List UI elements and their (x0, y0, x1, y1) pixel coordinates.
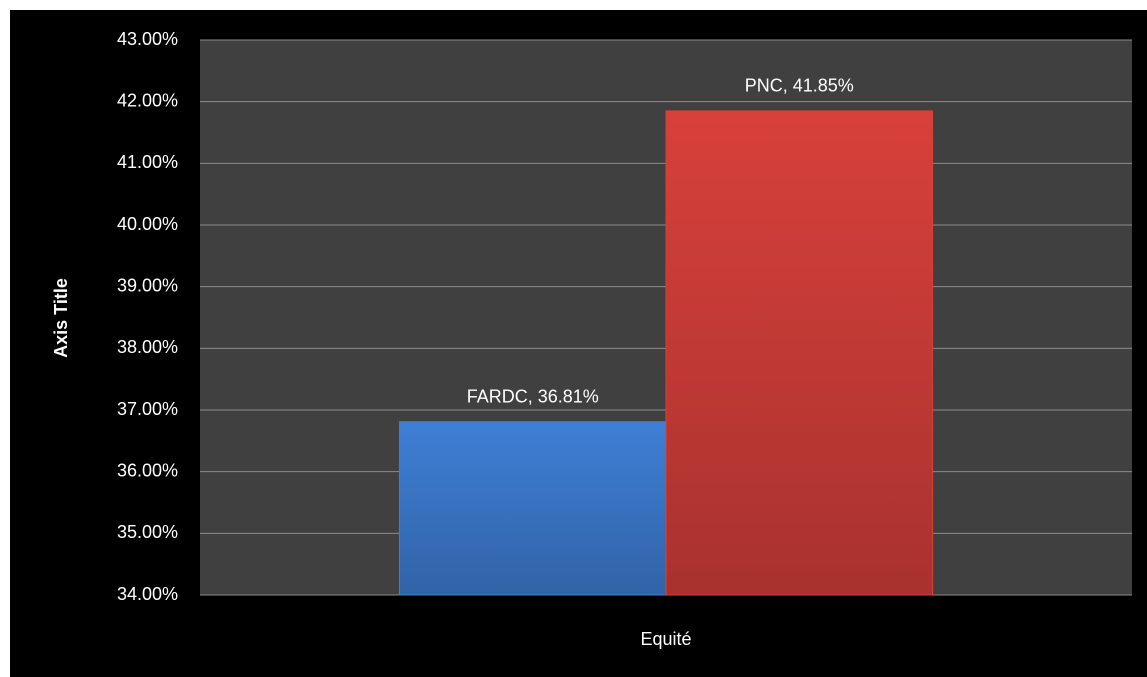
y-tick-label: 37.00% (117, 399, 178, 419)
bar (398, 421, 667, 596)
y-axis-title: Axis Title (51, 278, 71, 358)
x-tick-label: Equité (640, 629, 691, 649)
y-tick-label: 41.00% (117, 152, 178, 172)
data-label: PNC, 41.85% (745, 76, 854, 96)
y-tick-label: 38.00% (117, 337, 178, 357)
y-tick-label: 36.00% (117, 460, 178, 480)
y-tick-label: 40.00% (117, 214, 178, 234)
bar (665, 110, 934, 596)
y-tick-label: 39.00% (117, 275, 178, 295)
data-label: FARDC, 36.81% (467, 386, 599, 406)
y-tick-label: 35.00% (117, 522, 178, 542)
y-tick-label: 34.00% (117, 584, 178, 604)
y-tick-label: 42.00% (117, 90, 178, 110)
y-tick-label: 43.00% (117, 29, 178, 49)
